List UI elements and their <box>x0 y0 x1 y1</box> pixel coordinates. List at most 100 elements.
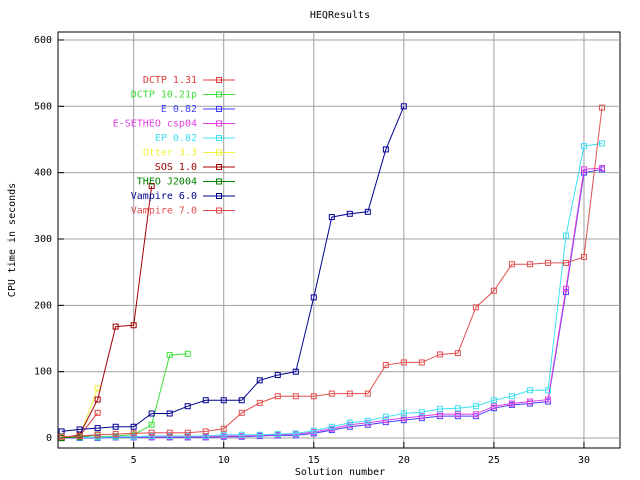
x-tick-label: 10 <box>218 455 230 466</box>
data-point <box>292 430 299 437</box>
data-point <box>580 166 587 173</box>
legend-marker <box>216 193 222 199</box>
data-point <box>148 433 155 440</box>
chart-title: HEQResults <box>310 10 370 21</box>
data-point <box>166 410 173 417</box>
data-point <box>238 397 245 404</box>
data-point <box>436 351 443 358</box>
data-point <box>562 285 569 292</box>
data-point <box>184 350 191 357</box>
data-point <box>130 322 137 329</box>
data-point <box>58 433 65 440</box>
data-point <box>562 259 569 266</box>
data-point <box>598 165 605 172</box>
y-axis-label: CPU time in seconds <box>7 183 18 297</box>
data-point <box>526 387 533 394</box>
data-point <box>364 208 371 215</box>
data-point <box>418 409 425 416</box>
data-point <box>94 425 101 432</box>
legend-label: Vampire 7.0 <box>131 206 197 217</box>
data-point <box>94 431 101 438</box>
data-point <box>454 411 461 418</box>
data-point <box>472 304 479 311</box>
data-point <box>346 419 353 426</box>
data-point <box>202 397 209 404</box>
data-point <box>598 140 605 147</box>
data-point <box>490 403 497 410</box>
data-point <box>544 387 551 394</box>
data-point <box>202 428 209 435</box>
data-point <box>274 431 281 438</box>
data-point <box>148 421 155 428</box>
data-point <box>256 431 263 438</box>
legend-label: DCTP 10.21p <box>131 90 197 101</box>
data-point <box>508 261 515 268</box>
data-point <box>598 104 605 111</box>
data-point <box>400 410 407 417</box>
legend-marker <box>216 149 222 156</box>
data-point <box>382 146 389 153</box>
data-point <box>436 405 443 412</box>
data-point <box>382 417 389 424</box>
data-point <box>238 409 245 416</box>
x-tick-label: 15 <box>308 455 320 466</box>
legend-marker <box>216 120 222 127</box>
series-line <box>61 388 99 438</box>
legend-marker <box>216 178 222 185</box>
y-tick-label: 100 <box>34 367 52 378</box>
data-point <box>310 393 317 400</box>
data-point <box>112 431 119 438</box>
legend-label: E-SETHEO csp04 <box>113 119 197 130</box>
series-line <box>61 185 153 439</box>
legend-marker <box>216 164 222 170</box>
data-point <box>148 410 155 417</box>
data-point <box>364 390 371 397</box>
data-point <box>364 417 371 424</box>
legend-marker <box>216 91 222 98</box>
data-point <box>310 427 317 434</box>
series-line <box>61 106 405 432</box>
data-point <box>400 103 407 110</box>
y-tick-label: 200 <box>34 300 52 311</box>
data-point <box>454 350 461 357</box>
y-tick-label: 300 <box>34 234 52 245</box>
data-point <box>94 396 101 403</box>
legend-label: E 0.82 <box>161 104 197 115</box>
y-tick-label: 600 <box>34 35 52 46</box>
data-point <box>130 423 137 430</box>
data-point <box>148 182 155 189</box>
data-point <box>220 397 227 404</box>
data-point <box>166 433 173 440</box>
data-point <box>328 390 335 397</box>
data-point <box>346 210 353 217</box>
plot-frame <box>57 31 621 449</box>
data-point <box>490 287 497 294</box>
data-point <box>454 405 461 412</box>
x-tick-label: 30 <box>578 455 590 466</box>
data-point <box>238 431 245 438</box>
legend-marker <box>216 77 222 83</box>
series-line <box>61 167 603 439</box>
series-line <box>61 168 603 439</box>
legend-label: Vampire 6.0 <box>131 191 197 202</box>
legend-marker <box>216 135 222 141</box>
data-point <box>292 393 299 400</box>
data-point <box>508 400 515 407</box>
data-point <box>382 362 389 369</box>
data-point <box>580 143 587 150</box>
data-point <box>544 259 551 266</box>
legend-label: SOS 1.0 <box>155 162 197 173</box>
data-point <box>148 429 155 436</box>
data-point <box>562 232 569 239</box>
data-point <box>544 396 551 403</box>
data-point <box>292 368 299 375</box>
data-point <box>184 433 191 440</box>
data-point <box>274 372 281 379</box>
y-tick-label: 400 <box>34 168 52 179</box>
data-point <box>76 426 83 433</box>
x-tick-label: 20 <box>398 455 410 466</box>
data-point <box>166 352 173 359</box>
data-point <box>130 433 137 440</box>
